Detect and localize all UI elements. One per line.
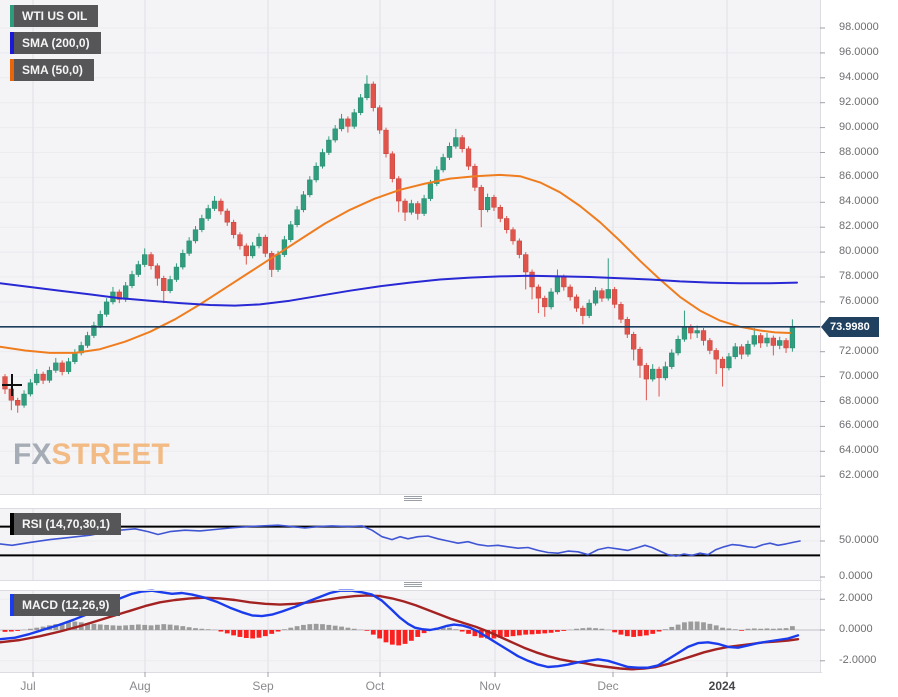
price-axis-label: 62.0000 — [839, 469, 879, 482]
fxstreet-logo: FXSTREET — [13, 438, 170, 472]
price-axis-label: 84.0000 — [839, 195, 879, 208]
price-axis-label: 78.0000 — [839, 270, 879, 282]
price-axis-label: 98.0000 — [839, 21, 879, 33]
price-axis-label: 92.0000 — [839, 95, 879, 108]
rsi-indicator-label[interactable]: RSI (14,70,30,1) — [10, 513, 122, 535]
sma200-line — [0, 274, 798, 307]
rsi-axis-label: 0.0000 — [839, 570, 873, 582]
macd-series — [0, 589, 820, 671]
price-axis-label: 90.0000 — [839, 120, 879, 133]
x-axis-label: Oct — [365, 679, 385, 693]
panel-resize-handle-macd[interactable] — [404, 582, 422, 583]
sma50-line — [0, 173, 791, 354]
macd-label-text: MACD (12,26,9) — [22, 598, 110, 612]
price-axis-label: 88.0000 — [839, 145, 879, 158]
price-axis-label: 72.0000 — [839, 344, 879, 357]
logo-fx-text: FX — [13, 438, 52, 471]
rsi-label-text: RSI (14,70,30,1) — [22, 517, 111, 531]
price-axis-label: 76.0000 — [839, 294, 879, 307]
symbol-label: WTI US OIL — [22, 9, 88, 23]
gridlines — [32, 0, 728, 672]
x-axis-label: Aug — [129, 679, 151, 693]
macd-indicator-label[interactable]: MACD (12,26,9) — [10, 594, 121, 616]
price-axis-label: 96.0000 — [839, 45, 879, 58]
rsi-axis-label: 50.0000 — [839, 534, 879, 546]
price-axis-label: 66.0000 — [839, 419, 879, 432]
panel-resize-handle-rsi[interactable] — [404, 496, 422, 497]
axis-ticks — [32, 27, 825, 677]
price-axis-label: 80.0000 — [839, 245, 879, 258]
sma200-label: SMA (200,0) — [22, 36, 90, 50]
rsi-series — [0, 524, 820, 557]
x-axis-label: Dec — [597, 679, 619, 693]
last-price-value: 73.9980 — [830, 321, 870, 333]
price-axis-label: 70.0000 — [839, 369, 879, 382]
x-axis-label: Sep — [252, 679, 274, 693]
legend-item-symbol[interactable]: WTI US OIL — [10, 5, 99, 27]
price-axis-label: 94.0000 — [839, 70, 879, 83]
macd-axis-label: -2.0000 — [839, 653, 877, 666]
macd-axis-label: 2.0000 — [839, 592, 873, 605]
panel-borders — [0, 0, 822, 673]
x-axis-label: 2024 — [708, 679, 736, 693]
price-axis-label: 86.0000 — [839, 170, 879, 183]
logo-street-text: STREET — [51, 438, 170, 471]
price-axis-label: 82.0000 — [839, 220, 879, 233]
macd-axis-label: 0.0000 — [839, 623, 873, 635]
price-axis-label: 64.0000 — [839, 444, 879, 457]
last-price-tag: 73.9980 — [821, 317, 879, 337]
panel-backgrounds — [0, 0, 820, 672]
price-axis-label: 68.0000 — [839, 394, 879, 407]
legend-item-sma50[interactable]: SMA (50,0) — [10, 59, 94, 81]
legend-item-sma200[interactable]: SMA (200,0) — [10, 32, 101, 54]
sma50-label: SMA (50,0) — [22, 63, 83, 77]
candlestick-series — [2, 75, 796, 413]
x-axis-label: Jul — [20, 679, 36, 693]
crosshair-marker — [2, 374, 22, 396]
x-axis-label: Nov — [479, 679, 501, 693]
